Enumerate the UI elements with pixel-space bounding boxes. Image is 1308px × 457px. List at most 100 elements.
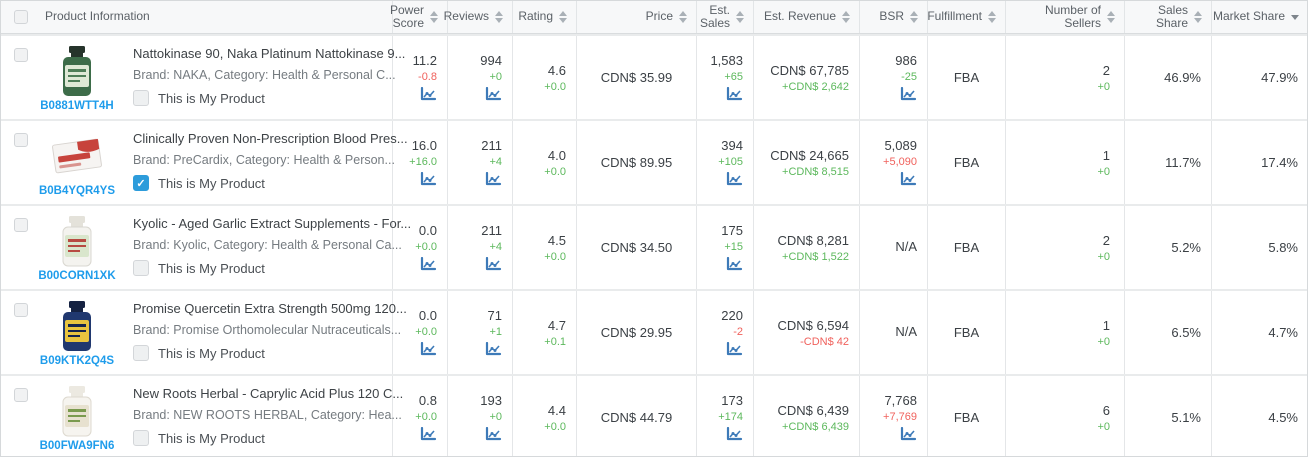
product-title[interactable]: New Roots Herbal - Caprylic Acid Plus 12… xyxy=(133,386,404,401)
product-brand-category: Brand: NAKA, Category: Health & Personal… xyxy=(133,68,396,82)
rating-change: +0.0 xyxy=(544,165,566,178)
rating-change: +0.0 xyxy=(544,420,566,433)
sort-icon[interactable] xyxy=(988,11,996,23)
bsr-trend-chart-icon[interactable] xyxy=(900,171,917,187)
est-sales-value: 173 xyxy=(721,393,743,408)
product-title[interactable]: Kyolic - Aged Garlic Extract Supplements… xyxy=(133,216,412,231)
select-all-checkbox[interactable] xyxy=(14,10,28,24)
header-price[interactable]: Price xyxy=(577,1,697,33)
sort-icon[interactable] xyxy=(842,11,850,23)
product-image[interactable] xyxy=(57,385,97,437)
est-sales-change: +105 xyxy=(718,156,743,168)
my-product-checkbox[interactable] xyxy=(133,345,149,361)
sort-icon[interactable] xyxy=(559,11,567,23)
my-product-checkbox[interactable] xyxy=(133,175,149,191)
power-score-trend-chart-icon[interactable] xyxy=(420,341,437,357)
reviews-trend-chart-icon[interactable] xyxy=(485,171,502,187)
product-brand-category: Brand: PreCardix, Category: Health & Per… xyxy=(133,153,395,167)
reviews-cell: 193 +0 xyxy=(448,376,513,456)
bsr-cell: 7,768 +7,769 xyxy=(860,376,928,456)
bsr-cell: 986 -25 xyxy=(860,36,928,119)
price-value: CDN$ 29.95 xyxy=(600,325,673,340)
reviews-trend-chart-icon[interactable] xyxy=(485,86,502,102)
sort-up-icon xyxy=(679,11,687,16)
asin-link[interactable]: B00FWA9FN6 xyxy=(39,440,115,452)
table-row: B0881WTT4H Nattokinase 90, Naka Platinum… xyxy=(1,36,1307,119)
sort-icon[interactable] xyxy=(736,11,744,23)
row-select-checkbox[interactable] xyxy=(14,388,28,402)
sort-icon[interactable] xyxy=(430,11,438,23)
product-image[interactable] xyxy=(57,300,97,352)
bsr-change: +7,769 xyxy=(883,411,917,423)
reviews-trend-chart-icon[interactable] xyxy=(485,256,502,272)
reviews-change: +4 xyxy=(489,156,502,168)
row-select-checkbox[interactable] xyxy=(14,133,28,147)
my-product-checkbox[interactable] xyxy=(133,430,149,446)
sort-icon[interactable] xyxy=(1194,11,1202,23)
power-score-trend-chart-icon[interactable] xyxy=(420,171,437,187)
bsr-cell: 5,089 +5,090 xyxy=(860,121,928,204)
sales-share-cell: 5.2% xyxy=(1125,206,1212,289)
est-sales-trend-chart-icon[interactable] xyxy=(726,171,743,187)
est-sales-trend-chart-icon[interactable] xyxy=(726,86,743,102)
number-of-sellers-change: +0 xyxy=(1097,420,1110,433)
sort-down-icon xyxy=(1107,18,1115,23)
product-title[interactable]: Nattokinase 90, Naka Platinum Nattokinas… xyxy=(133,46,406,61)
product-image[interactable] xyxy=(57,215,97,267)
sort-icon[interactable] xyxy=(910,11,918,23)
fulfillment-cell: FBA xyxy=(928,206,1006,289)
price-cell: CDN$ 34.50 xyxy=(577,206,697,289)
bsr-trend-chart-icon[interactable] xyxy=(900,86,917,102)
my-product-checkbox[interactable] xyxy=(133,260,149,276)
header-fulfillment[interactable]: Fulfillment xyxy=(927,1,1006,33)
row-select-checkbox[interactable] xyxy=(14,48,28,62)
my-product-checkbox[interactable] xyxy=(133,90,149,106)
header-est-revenue[interactable]: Est. Revenue xyxy=(754,1,860,33)
header-power-score[interactable]: Power Score xyxy=(390,1,448,33)
reviews-trend-chart-icon[interactable] xyxy=(485,426,502,442)
header-sales-share[interactable]: Sales Share xyxy=(1125,1,1212,33)
header-est-revenue-label: Est. Revenue xyxy=(763,9,836,24)
sort-icon[interactable] xyxy=(1107,11,1115,23)
est-sales-trend-chart-icon[interactable] xyxy=(726,341,743,357)
sort-icon[interactable] xyxy=(1291,14,1299,20)
header-reviews[interactable]: Reviews xyxy=(444,1,513,33)
product-title[interactable]: Clinically Proven Non-Prescription Blood… xyxy=(133,131,408,146)
product-image[interactable] xyxy=(57,45,97,97)
header-rating-label: Rating xyxy=(518,9,553,24)
header-bsr[interactable]: BSR xyxy=(860,1,928,33)
asin-link[interactable]: B09KTK2Q4S xyxy=(39,355,115,367)
row-select-checkbox[interactable] xyxy=(14,303,28,317)
sort-icon[interactable] xyxy=(495,11,503,23)
header-rating[interactable]: Rating xyxy=(513,1,577,33)
est-sales-trend-chart-icon[interactable] xyxy=(726,256,743,272)
est-sales-trend-chart-icon[interactable] xyxy=(726,426,743,442)
number-of-sellers-value: 1 xyxy=(1102,317,1110,333)
asin-link[interactable]: B0881WTT4H xyxy=(40,100,114,112)
row-select-checkbox[interactable] xyxy=(14,218,28,232)
bsr-trend-chart-icon[interactable] xyxy=(900,426,917,442)
header-est-sales[interactable]: Est. Sales xyxy=(697,1,754,33)
asin-link[interactable]: B00CORN1XK xyxy=(38,270,116,282)
power-score-trend-chart-icon[interactable] xyxy=(420,426,437,442)
sort-up-icon xyxy=(842,11,850,16)
header-market-share[interactable]: Market Share xyxy=(1212,1,1307,33)
reviews-value: 193 xyxy=(480,393,502,408)
power-score-change: +16.0 xyxy=(409,156,437,168)
power-score-trend-chart-icon[interactable] xyxy=(420,256,437,272)
sort-down-icon xyxy=(430,18,438,23)
fulfillment-cell: FBA xyxy=(928,291,1006,374)
reviews-trend-chart-icon[interactable] xyxy=(485,341,502,357)
bsr-value: 986 xyxy=(895,53,917,68)
est-sales-value: 175 xyxy=(721,223,743,238)
est-sales-change: +65 xyxy=(724,71,743,83)
sort-icon[interactable] xyxy=(679,11,687,23)
header-number-of-sellers[interactable]: Number of Sellers xyxy=(1006,1,1125,33)
product-title[interactable]: Promise Quercetin Extra Strength 500mg 1… xyxy=(133,301,407,316)
power-score-trend-chart-icon[interactable] xyxy=(420,86,437,102)
reviews-change: +4 xyxy=(489,241,502,253)
asin-link[interactable]: B0B4YQR4YS xyxy=(38,185,116,197)
product-brand-category: Brand: NEW ROOTS HERBAL, Category: Hea..… xyxy=(133,408,402,422)
product-image[interactable] xyxy=(49,130,105,182)
bsr-change: -25 xyxy=(901,71,917,83)
